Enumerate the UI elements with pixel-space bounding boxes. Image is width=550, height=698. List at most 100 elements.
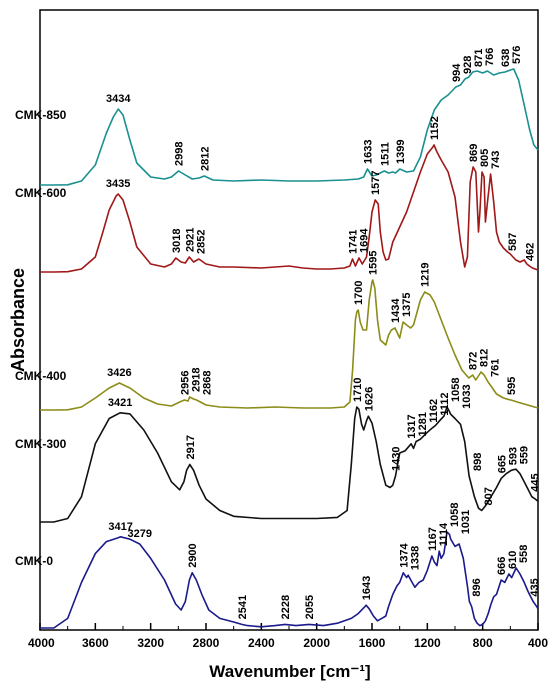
x-tick-label: 2800 (193, 636, 220, 650)
peak-label: 559 (518, 446, 530, 464)
peak-label: 928 (462, 56, 474, 74)
series-name-label: CMK-600 (15, 186, 67, 200)
peak-label: 812 (479, 349, 491, 367)
peak-label: 872 (468, 352, 480, 370)
peak-label: 1643 (361, 576, 373, 600)
peak-label: 994 (451, 63, 463, 82)
peak-label: 1058 (450, 378, 462, 402)
peak-label: 1375 (401, 293, 413, 317)
y-axis-title: Absorbance (8, 268, 28, 372)
peak-label: 3417 (108, 521, 132, 533)
peak-label: 2812 (199, 147, 211, 171)
peak-label: 593 (507, 447, 519, 465)
peak-label: 3434 (106, 93, 131, 105)
peak-label: 1399 (395, 140, 407, 164)
x-tick-label: 2400 (248, 636, 275, 650)
peak-label: 558 (518, 545, 530, 563)
peak-label: 871 (473, 49, 485, 67)
peak-label: 3421 (108, 397, 132, 409)
peak-label: 1162 (428, 399, 440, 423)
series-name-labels: CMK-850 CMK-600 CMK-400 CMK-300 CMK-0 (15, 108, 67, 568)
peak-label: 766 (484, 48, 496, 66)
peak-label: 761 (490, 359, 502, 377)
series-name-label: CMK-300 (15, 437, 67, 451)
series-line (40, 531, 539, 629)
peak-label: 3426 (107, 367, 131, 379)
peak-label: 2228 (280, 595, 292, 619)
x-tick-label: 3600 (82, 636, 109, 650)
peak-label: 1031 (460, 510, 472, 534)
series-line (40, 68, 539, 186)
series-line (40, 279, 539, 411)
peak-label: 1167 (427, 527, 439, 551)
peak-label: 2998 (174, 142, 186, 166)
peak-label: 2900 (187, 543, 199, 567)
peak-label: 3279 (127, 528, 151, 540)
peak-label: 1430 (391, 447, 403, 471)
series-line (40, 144, 539, 273)
peak-label: 2956 (179, 371, 191, 395)
peak-label: 1281 (417, 412, 429, 436)
peak-label: 595 (506, 377, 518, 395)
x-tick-label: 1600 (359, 636, 386, 650)
peak-label: 435 (529, 578, 541, 596)
peak-label: 1114 (438, 522, 450, 546)
x-axis-title: Wavenumber [cm⁻¹] (209, 662, 370, 681)
peak-label: 1219 (420, 263, 432, 287)
peak-label: 1511 (379, 142, 391, 166)
peak-label: 462 (524, 243, 536, 261)
peak-label: 666 (496, 557, 508, 575)
series-line (40, 406, 539, 523)
peak-label: 2917 (185, 435, 197, 459)
peak-label: 445 (529, 473, 541, 491)
peak-label: 1058 (449, 503, 461, 527)
peak-label: 1710 (352, 378, 364, 402)
x-tick-label: 1200 (414, 636, 441, 650)
peak-label: 1033 (461, 384, 473, 408)
x-tick-label: 400 (528, 636, 548, 650)
peak-label: 805 (479, 149, 491, 167)
series-curves (40, 68, 539, 629)
peak-label: 1741 (348, 230, 360, 254)
peak-label: 1152 (429, 116, 441, 140)
x-tick-label: 2000 (303, 636, 330, 650)
x-tick-label: 4000 (28, 636, 55, 650)
x-tick-label: 800 (473, 636, 493, 650)
peak-label: 2852 (195, 230, 207, 254)
x-axis-title-name: Wavenumber (209, 662, 316, 681)
x-tick-label: 3200 (137, 636, 164, 650)
peak-label: 1577 (370, 171, 382, 195)
series-name-label: CMK-400 (15, 369, 67, 383)
series-name-label: CMK-850 (15, 108, 67, 122)
x-axis-ticks: 4000 3600 3200 2800 2400 2000 1600 1200 800 400 (28, 623, 548, 650)
peak-label: 869 (468, 144, 480, 162)
peak-label: 1374 (398, 542, 410, 567)
peak-label: 743 (490, 151, 502, 169)
peak-label: 1434 (390, 298, 402, 323)
series-name-label: CMK-0 (15, 554, 53, 568)
peak-label: 896 (471, 578, 483, 596)
peak-label: 1317 (406, 414, 418, 438)
peak-label: 1626 (363, 387, 375, 411)
peak-label: 2541 (237, 595, 249, 619)
peak-label: 1112 (439, 393, 451, 416)
peak-label: 1338 (409, 546, 421, 570)
peak-label: 576 (511, 46, 523, 64)
peak-label: 2918 (190, 368, 202, 392)
peak-label: 1595 (368, 251, 380, 275)
peak-label: 665 (496, 455, 508, 473)
peak-label: 3435 (106, 178, 130, 190)
peak-label: 807 (483, 487, 495, 505)
peak-label: 3018 (171, 229, 183, 253)
peak-label: 1700 (353, 281, 365, 305)
peak-label: 2055 (304, 595, 316, 619)
peak-label: 587 (507, 233, 519, 251)
peak-label: 1633 (362, 140, 374, 164)
peak-label: 638 (500, 49, 512, 67)
peak-label: 1694 (359, 228, 371, 253)
peak-label: 2868 (201, 371, 213, 395)
peak-label: 898 (472, 453, 484, 471)
peak-label: 2921 (184, 228, 196, 252)
